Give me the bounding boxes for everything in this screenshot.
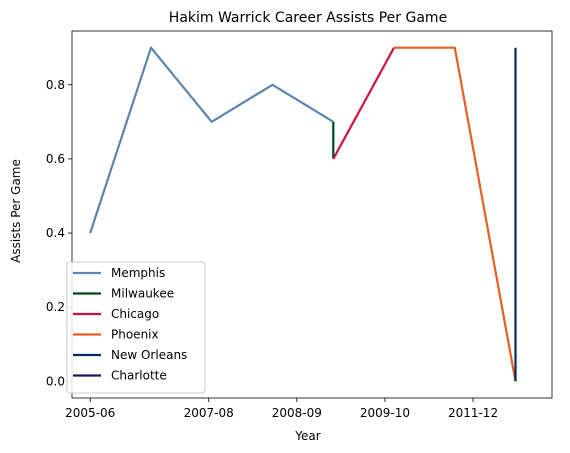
series-line-chicago bbox=[332, 47, 395, 160]
series-line-memphis bbox=[89, 46, 334, 234]
legend-label: Charlotte bbox=[111, 369, 167, 383]
legend-label: New Orleans bbox=[111, 348, 187, 362]
x-tick-label: 2005-06 bbox=[65, 406, 115, 420]
legend-label: Chicago bbox=[111, 307, 159, 321]
legend-label: Phoenix bbox=[111, 328, 159, 342]
y-tick-label: 0.0 bbox=[46, 374, 65, 388]
x-axis-ticks: 2005-06 2007-08 2008-09 2009-10 2011-12 bbox=[65, 398, 498, 420]
y-axis-ticks: 0.0 0.2 0.4 0.6 0.8 bbox=[46, 78, 72, 388]
legend: Memphis Milwaukee Chicago Phoenix New Orlean… bbox=[66, 261, 206, 394]
x-tick-label: 2007-08 bbox=[184, 406, 234, 420]
plot-lines bbox=[89, 46, 517, 382]
y-tick-label: 0.4 bbox=[46, 226, 65, 240]
legend-label: Memphis bbox=[111, 266, 165, 280]
x-axis-label: Year bbox=[294, 429, 320, 443]
x-tick-label: 2008-09 bbox=[272, 406, 322, 420]
legend-label: Milwaukee bbox=[111, 287, 174, 301]
series-line-phoenix bbox=[394, 46, 517, 382]
plot-frame bbox=[71, 30, 553, 399]
y-tick-label: 0.8 bbox=[46, 78, 65, 92]
y-axis-label: Assists Per Game bbox=[9, 159, 23, 263]
x-tick-label: 2009-10 bbox=[360, 406, 410, 420]
legend-box bbox=[66, 261, 206, 394]
y-tick-label: 0.6 bbox=[46, 152, 65, 166]
x-tick-label: 2011-12 bbox=[448, 406, 498, 420]
chart-title: Hakim Warrick Career Assists Per Game bbox=[169, 10, 447, 26]
y-tick-label: 0.2 bbox=[46, 300, 65, 314]
